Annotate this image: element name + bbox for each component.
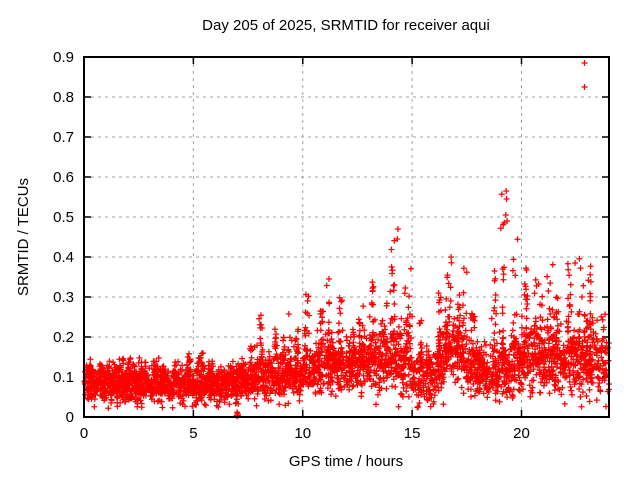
x-tick-label-20: 20 [513,425,530,442]
y-tick-label-0.7: 0.7 [53,129,74,146]
plot-border [83,56,610,418]
y-tick-label-0: 0 [66,409,74,426]
y-tick-label-0.8: 0.8 [53,89,74,106]
x-axis-label: GPS time / hours [289,453,403,470]
y-tick-label-0.3: 0.3 [53,289,74,306]
y-tick-label-0.2: 0.2 [53,329,74,346]
chart-title: Day 205 of 2025, SRMTID for receiver aqu… [202,17,490,34]
x-tick-labels: 0 5 10 15 20 [80,425,530,442]
y-tick-label-0.6: 0.6 [53,169,74,186]
x-tick-label-0: 0 [80,425,88,442]
y-axis-label: SRMTID / TECUs [15,178,32,296]
y-tick-label-0.9: 0.9 [53,49,74,66]
y-tick-label-0.4: 0.4 [53,249,74,266]
x-tick-label-10: 10 [294,425,311,442]
y-tick-label-0.1: 0.1 [53,369,74,386]
y-tick-label-0.5: 0.5 [53,209,74,226]
x-tick-label-5: 5 [189,425,197,442]
y-tick-labels: 0 0.1 0.2 0.3 0.4 0.5 0.6 0.7 0.8 0.9 [53,49,74,426]
x-tick-label-15: 15 [404,425,421,442]
